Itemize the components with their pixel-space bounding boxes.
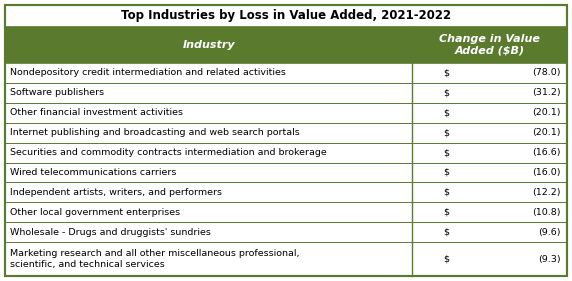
Text: (16.6): (16.6) <box>533 148 561 157</box>
Text: Independent artists, writers, and performers: Independent artists, writers, and perfor… <box>10 188 222 197</box>
Text: $: $ <box>443 255 450 264</box>
Text: $: $ <box>443 108 450 117</box>
Text: $: $ <box>443 148 450 157</box>
Text: $: $ <box>443 128 450 137</box>
Text: $: $ <box>443 88 450 97</box>
Text: (20.1): (20.1) <box>533 128 561 137</box>
Text: Other financial investment activities: Other financial investment activities <box>10 108 183 117</box>
Text: (16.0): (16.0) <box>533 168 561 177</box>
Text: Other local government enterprises: Other local government enterprises <box>10 208 180 217</box>
Text: Wired telecommunications carriers: Wired telecommunications carriers <box>10 168 176 177</box>
Text: (20.1): (20.1) <box>533 108 561 117</box>
Text: (10.8): (10.8) <box>533 208 561 217</box>
Text: Wholesale - Drugs and druggists' sundries: Wholesale - Drugs and druggists' sundrie… <box>10 228 211 237</box>
Bar <box>5 27 567 63</box>
Text: Software publishers: Software publishers <box>10 88 104 97</box>
Text: Marketing research and all other miscellaneous professional,
scientific, and tec: Marketing research and all other miscell… <box>10 249 300 269</box>
Text: $: $ <box>443 208 450 217</box>
Text: Internet publishing and broadcasting and web search portals: Internet publishing and broadcasting and… <box>10 128 300 137</box>
Text: (31.2): (31.2) <box>533 88 561 97</box>
Text: $: $ <box>443 168 450 177</box>
Text: Top Industries by Loss in Value Added, 2021-2022: Top Industries by Loss in Value Added, 2… <box>121 10 451 22</box>
Text: $: $ <box>443 188 450 197</box>
Text: Securities and commodity contracts intermediation and brokerage: Securities and commodity contracts inter… <box>10 148 327 157</box>
Text: $: $ <box>443 69 450 78</box>
Text: Change in Value
Added ($B): Change in Value Added ($B) <box>439 34 540 56</box>
Text: Nondepository credit intermediation and related activities: Nondepository credit intermediation and … <box>10 69 286 78</box>
Text: (9.3): (9.3) <box>538 255 561 264</box>
Text: $: $ <box>443 228 450 237</box>
Text: Industry: Industry <box>182 40 235 50</box>
Text: (9.6): (9.6) <box>538 228 561 237</box>
Text: (78.0): (78.0) <box>533 69 561 78</box>
Text: (12.2): (12.2) <box>533 188 561 197</box>
